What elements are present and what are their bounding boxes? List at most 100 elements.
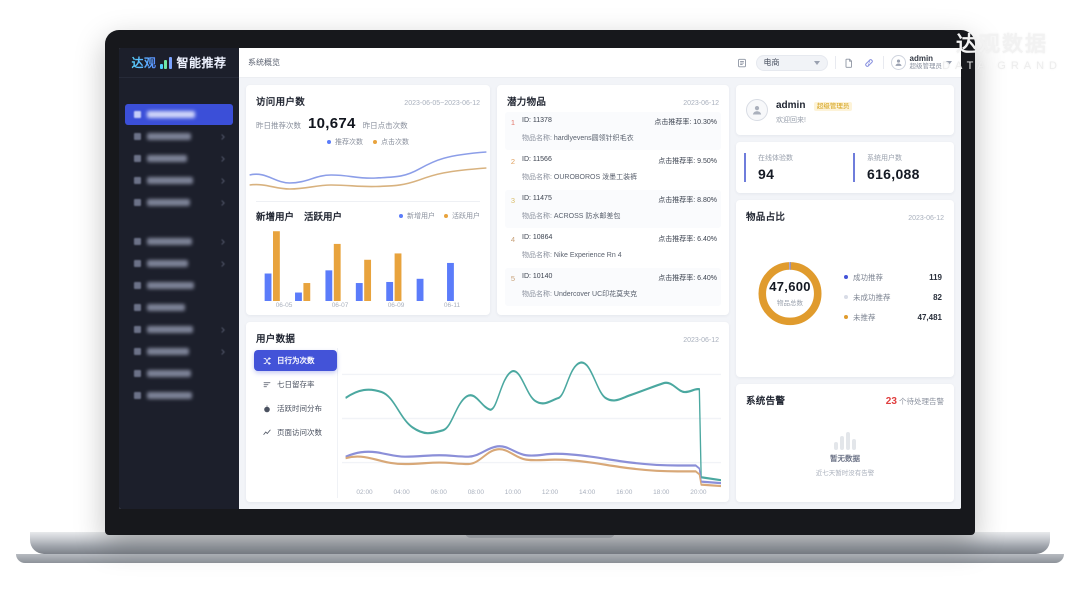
axis-label: 14:00 — [578, 489, 596, 496]
alerts-empty-state: 暂无数据 近七天暂时没有告警 — [736, 407, 954, 502]
stat-value: 94 — [758, 166, 775, 182]
legend-item-not-recommended: 未推荐 47,481 — [844, 312, 946, 323]
topbar-actions: 电商 — [736, 54, 952, 71]
sidebar-item-icon — [134, 348, 141, 355]
chevron-right-icon — [219, 177, 225, 184]
sidebar-item-8[interactable] — [125, 275, 233, 296]
stat-label: 在线体验数 — [758, 155, 793, 162]
chevron-right-icon — [219, 326, 225, 333]
top-row: 访问用户数 2023-06-05~2023-06-12 昨日推荐次数 10,67… — [246, 85, 729, 315]
axis-label: 02:00 — [356, 489, 373, 496]
sidebar-group-label-2 — [131, 220, 239, 227]
tab-seven-day-retention[interactable]: 七日留存率 — [254, 374, 337, 395]
sidebar-item-3[interactable] — [125, 148, 233, 169]
item-rate-value: 10.30% — [693, 119, 717, 126]
sidebar-item-11[interactable] — [125, 341, 233, 362]
legend-label: 未成功推荐 — [853, 292, 891, 302]
userdata-card-title: 用户数据 — [256, 334, 296, 345]
legend-item-new-users: 新增用户 — [399, 211, 435, 221]
item-rate: 点击推荐率: 10.30% — [654, 119, 717, 126]
list-item[interactable]: 5 ID: 10140 点击推荐率: 6.40% 物品名称: Undercove… — [505, 268, 721, 306]
potential-card-title: 潜力物品 — [507, 97, 547, 108]
item-line-1: ID: 10864 点击推荐率: 6.40% — [522, 234, 717, 244]
sidebar-group-label-3 — [131, 413, 239, 420]
item-name-label: 物品名称: — [522, 135, 554, 142]
item-id: ID: 11566 — [522, 156, 552, 163]
tab-active-time-distribution[interactable]: 活跃时间分布 — [254, 398, 337, 419]
sidebar-item-icon — [134, 326, 141, 333]
empty-subtitle: 近七天暂时没有告警 — [815, 470, 875, 477]
sidebar-item-label — [147, 282, 194, 289]
item-body: ID: 11566 点击推荐率: 9.50% 物品名称: OUROBOROS 泼… — [522, 156, 717, 184]
sidebar-item-13[interactable] — [125, 385, 233, 406]
tab-label: 七日留存率 — [277, 380, 315, 389]
item-id-value: 11475 — [532, 195, 552, 202]
card-divider — [256, 201, 480, 202]
item-rank: 4 — [510, 235, 516, 244]
item-id: ID: 10864 — [522, 234, 553, 241]
sidebar-item-icon — [134, 199, 141, 206]
sidebar-item-1[interactable] — [125, 104, 233, 125]
document-icon[interactable] — [843, 56, 856, 69]
logo-product-text: 智能推荐 — [176, 56, 227, 70]
item-name: Undercover UC印花莫夹克 — [553, 291, 638, 298]
list-item[interactable]: 1 ID: 11378 点击推荐率: 10.30% 物品名称: hardlyev… — [505, 112, 721, 150]
legend-label: 活跃用户 — [452, 213, 480, 220]
list-item[interactable]: 3 ID: 11475 点击推荐率: 8.80% 物品名称: ACROSS 防水… — [505, 190, 721, 228]
item-line-2: 物品名称: Nike Experience Rn 4 — [522, 252, 622, 259]
user-name: admin — [909, 54, 934, 64]
axis-label: 06-11 — [443, 302, 461, 309]
potential-card-date: 2023-06-12 — [683, 100, 719, 107]
sidebar-item-5[interactable] — [125, 192, 233, 213]
legend-dot — [844, 275, 848, 279]
alerts-count-suffix: 个待处理告警 — [899, 397, 944, 406]
tab-daily-behavior[interactable]: 日行为次数 — [254, 350, 337, 371]
legend-label: 点击次数 — [381, 139, 409, 146]
user-menu[interactable]: admin 超级管理员 — [890, 54, 952, 71]
sidebar-item-icon — [134, 111, 141, 118]
welcome-card: admin 超级管理员 欢迎回来! — [736, 85, 954, 135]
list-item[interactable]: 4 ID: 10864 点击推荐率: 6.40% 物品名称: Nike Expe… — [505, 229, 721, 267]
alerts-count: 23 个待处理告警 — [886, 396, 944, 407]
sidebar-item-6[interactable] — [125, 231, 233, 252]
tab-label: 日行为次数 — [277, 356, 315, 365]
item-id: ID: 11378 — [522, 117, 552, 124]
item-rank: 2 — [510, 157, 516, 166]
sidebar-item-12[interactable] — [125, 363, 233, 384]
users-card-header: 新增用户 活跃用户 新增用户 — [246, 202, 490, 223]
item-rate: 点击推荐率: 6.40% — [658, 275, 717, 282]
chevron-down-icon — [946, 60, 952, 65]
list-item[interactable]: 2 ID: 11566 点击推荐率: 9.50% 物品名称: OUROBOROS… — [505, 151, 721, 189]
tab-page-visits[interactable]: 页面访问次数 — [254, 422, 337, 443]
industry-select[interactable]: 电商 — [755, 54, 828, 71]
chevron-right-icon — [219, 199, 225, 206]
sidebar-item-10[interactable] — [125, 319, 233, 340]
item-name-label: 物品名称: — [522, 291, 554, 298]
sidebar-item-9[interactable] — [125, 297, 233, 318]
status-badge: 超级管理员 — [813, 102, 853, 111]
breadcrumb: 系统概览 — [248, 58, 280, 67]
sidebar-item-4[interactable] — [125, 170, 233, 191]
legend-dot — [444, 214, 448, 218]
item-rank: 1 — [510, 118, 516, 127]
list-icon[interactable] — [736, 56, 749, 69]
kpi-value: 10,674 — [308, 115, 356, 132]
left-column: 访问用户数 2023-06-05~2023-06-12 昨日推荐次数 10,67… — [246, 85, 729, 502]
item-rate-value: 9.50% — [697, 158, 717, 165]
item-line-2: 物品名称: OUROBOROS 泼墨工装裤 — [522, 174, 637, 181]
item-id: ID: 10140 — [522, 273, 553, 280]
app-screen: 达观 智能推荐 — [119, 48, 961, 509]
link-icon[interactable] — [863, 56, 876, 69]
sidebar-item-7[interactable] — [125, 253, 233, 274]
sidebar-item-2[interactable] — [125, 126, 233, 147]
ratio-legend: 成功推荐 119 未成功推荐 82 — [836, 272, 946, 323]
legend-dot — [399, 214, 403, 218]
visits-card-date: 2023-06-05~2023-06-12 — [404, 100, 480, 107]
avatar — [746, 99, 768, 121]
item-line-1: ID: 11566 点击推荐率: 9.50% — [522, 156, 717, 166]
sidebar-item-icon — [134, 155, 141, 162]
app-logo[interactable]: 达观 智能推荐 — [119, 48, 239, 78]
sidebar-item-label — [147, 133, 191, 140]
alerts-count-number: 23 — [885, 396, 897, 407]
item-rate: 点击推荐率: 6.40% — [658, 236, 717, 243]
